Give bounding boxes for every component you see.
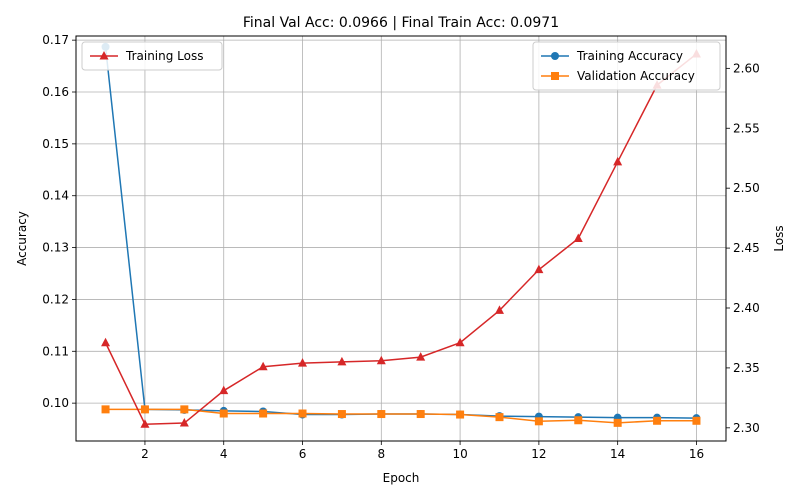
legend-swatch-marker xyxy=(551,72,559,80)
y-right-axis-title: Loss xyxy=(772,225,786,251)
series-training-accuracy xyxy=(101,42,701,423)
series-layer xyxy=(101,42,701,428)
data-point-training-loss xyxy=(494,305,504,314)
legend: Training Loss xyxy=(81,41,223,71)
legend-label: Training Loss xyxy=(125,49,203,63)
series-line-training-accuracy xyxy=(104,46,697,419)
data-point-validation-accuracy xyxy=(416,410,425,419)
x-tick-label: 10 xyxy=(452,447,467,461)
data-point-validation-accuracy xyxy=(456,410,465,419)
series-training-loss xyxy=(101,48,701,428)
x-tick-label: 16 xyxy=(689,447,704,461)
ticks: 2 4 6 8 10 12 14 16 0.10 0.11 0.12 0.13 0.14 0.15 0.16… xyxy=(42,33,759,461)
data-point-validation-accuracy xyxy=(692,416,701,425)
legend-label: Training Accuracy xyxy=(576,49,683,63)
data-point-validation-accuracy xyxy=(534,417,543,426)
data-point-validation-accuracy xyxy=(653,416,662,425)
data-point-training-loss xyxy=(219,385,229,395)
data-point-training-loss xyxy=(298,358,308,367)
data-point-training-loss xyxy=(140,419,150,428)
plot-frame xyxy=(75,35,727,442)
x-tick-label: 2 xyxy=(141,447,149,461)
x-tick-label: 12 xyxy=(531,447,546,461)
data-point-training-loss xyxy=(455,337,465,347)
y-left-tick-label: 0.13 xyxy=(42,241,69,255)
data-point-validation-accuracy xyxy=(219,409,228,418)
legend-swatch-marker xyxy=(99,51,109,60)
y-left-tick-label: 0.17 xyxy=(42,33,69,47)
data-point-validation-accuracy xyxy=(337,410,346,419)
legend-swatch-marker xyxy=(551,52,559,60)
legend-frame xyxy=(532,41,721,91)
x-tick-label: 14 xyxy=(610,447,625,461)
data-point-training-loss xyxy=(337,356,347,366)
data-point-validation-accuracy xyxy=(574,416,583,425)
grid xyxy=(76,36,726,441)
x-axis-title: Epoch xyxy=(383,471,420,485)
x-tick-label: 6 xyxy=(299,447,307,461)
y-left-tick-label: 0.12 xyxy=(42,292,69,306)
data-point-validation-accuracy xyxy=(377,410,386,419)
data-point-training-loss xyxy=(573,233,583,242)
data-point-validation-accuracy xyxy=(140,405,149,414)
data-point-training-loss xyxy=(613,156,623,166)
y-right-tick-label: 2.40 xyxy=(733,301,760,315)
y-left-axis-title: Accuracy xyxy=(15,211,29,266)
data-point-training-loss xyxy=(376,355,386,365)
legend-frame xyxy=(81,41,223,71)
y-right-tick-label: 2.55 xyxy=(733,121,760,135)
data-point-training-loss xyxy=(101,337,111,347)
legend: Training Accuracy Validation Accuracy xyxy=(532,41,721,91)
y-left-tick-label: 0.15 xyxy=(42,137,69,151)
data-point-validation-accuracy xyxy=(613,418,622,427)
y-right-tick-label: 2.45 xyxy=(733,241,760,255)
data-point-training-loss xyxy=(258,361,268,371)
legend-label: Validation Accuracy xyxy=(577,69,695,83)
x-tick-label: 4 xyxy=(220,447,228,461)
data-point-validation-accuracy xyxy=(101,405,110,414)
y-left-tick-label: 0.11 xyxy=(42,344,69,358)
y-right-tick-label: 2.60 xyxy=(733,61,760,75)
series-line-training-loss xyxy=(104,53,697,425)
y-left-tick-label: 0.14 xyxy=(42,189,69,203)
y-right-tick-label: 2.50 xyxy=(733,181,760,195)
series-line-validation-accuracy xyxy=(105,408,697,424)
y-right-tick-label: 2.35 xyxy=(733,361,760,375)
data-point-training-loss xyxy=(179,418,189,427)
data-point-training-loss xyxy=(416,352,426,361)
data-point-validation-accuracy xyxy=(259,409,268,418)
y-left-tick-label: 0.16 xyxy=(42,85,69,99)
chart-title: Final Val Acc: 0.0966 | Final Train Acc:… xyxy=(243,15,559,31)
data-point-validation-accuracy xyxy=(298,409,307,418)
y-right-tick-label: 2.30 xyxy=(733,421,760,435)
y-left-tick-label: 0.10 xyxy=(42,396,69,410)
data-point-validation-accuracy xyxy=(495,413,504,422)
x-tick-label: 8 xyxy=(377,447,385,461)
data-point-validation-accuracy xyxy=(180,405,189,414)
data-point-training-loss xyxy=(534,264,544,274)
series-validation-accuracy xyxy=(101,405,701,427)
